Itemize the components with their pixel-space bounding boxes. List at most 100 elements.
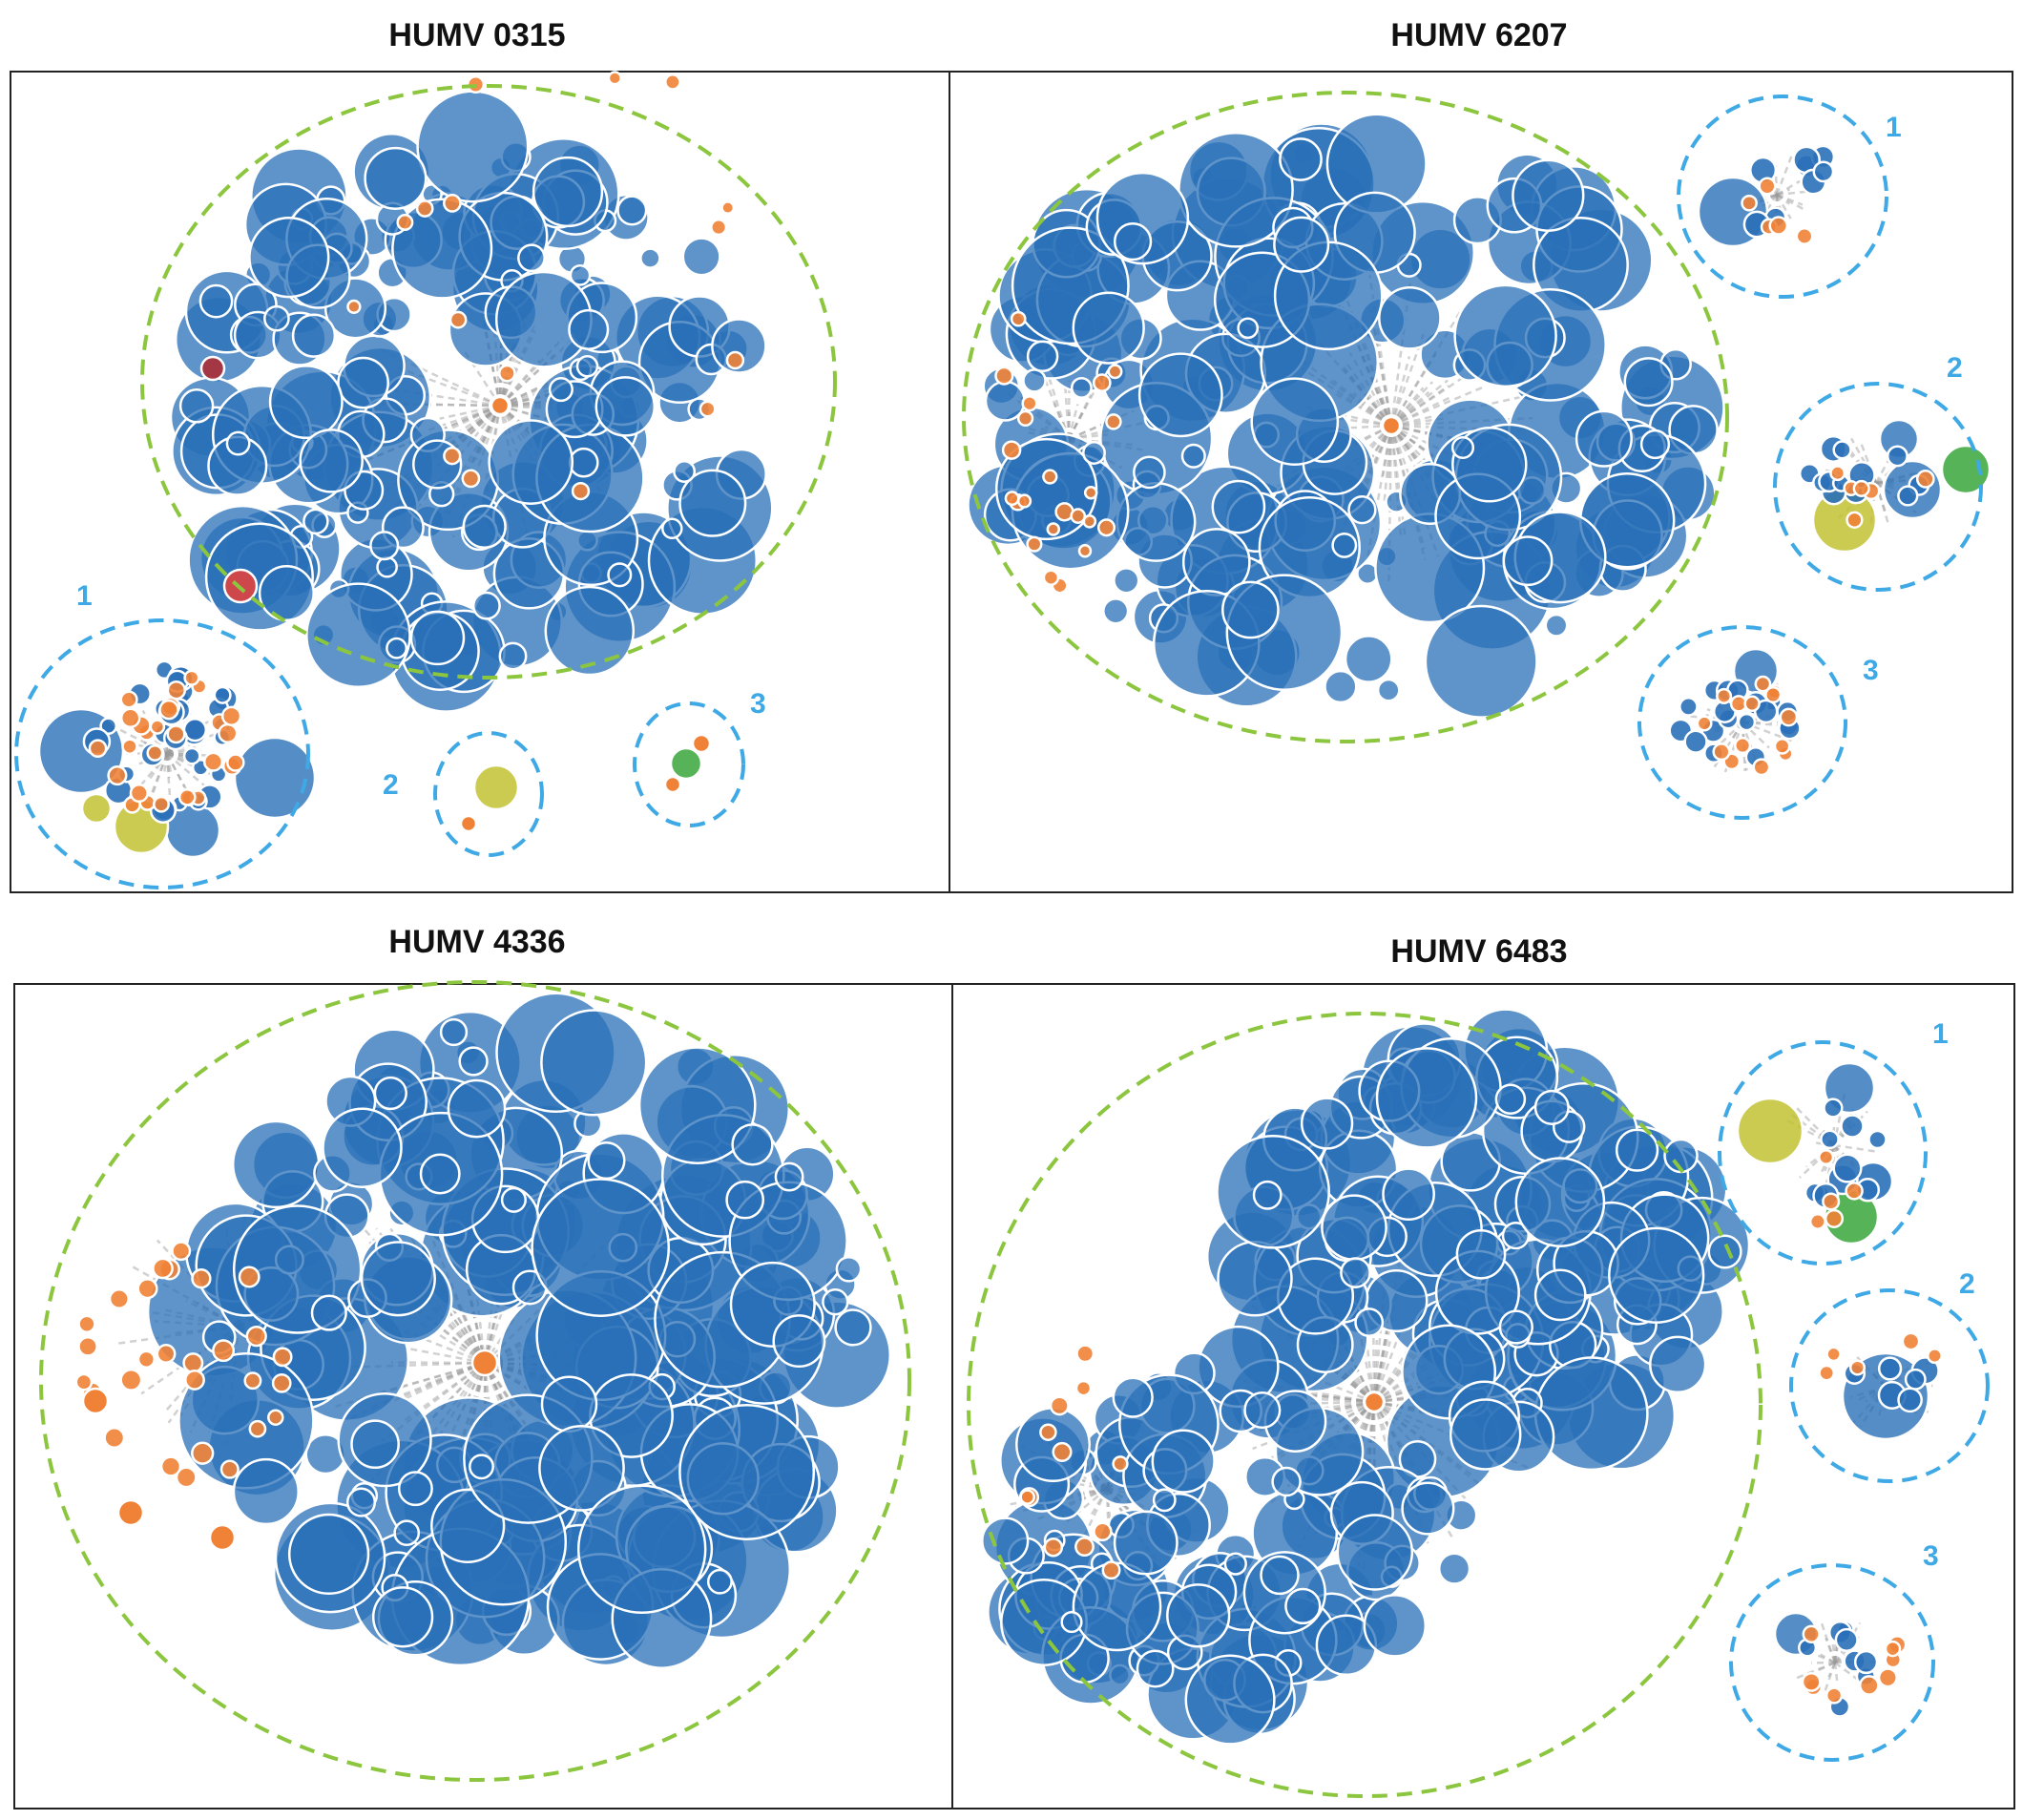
main-0315-node <box>532 156 604 228</box>
peripheral-orange-node <box>1096 518 1116 537</box>
main-4336-node <box>397 1471 433 1507</box>
network-humv-6207 <box>962 91 1992 820</box>
main-0315-node <box>409 610 466 666</box>
main-0315-node <box>369 531 400 561</box>
main-4336-node <box>587 1141 626 1181</box>
orange-node <box>1845 1182 1864 1201</box>
peripheral-orange-node <box>1092 373 1112 392</box>
node <box>1897 1387 1923 1413</box>
main-0315-node <box>225 430 251 456</box>
main-6483-bottom-node <box>1336 1514 1414 1591</box>
hub-node <box>470 1349 499 1377</box>
peripheral-orange-node <box>171 1241 192 1262</box>
main-6483-bottom-node <box>1260 1555 1300 1596</box>
panel-title-humv-0315: HUMV 0315 <box>388 17 566 53</box>
main-0315-node <box>616 195 648 226</box>
main-6207-node <box>1102 597 1130 625</box>
cluster-label-0315-3: 3 <box>750 688 766 720</box>
main-4336-node <box>447 1078 507 1139</box>
main-6483-bottom-node <box>1136 1649 1175 1688</box>
orange-node <box>663 775 682 794</box>
orange-node <box>119 690 138 709</box>
panel-title-humv-6207: HUMV 6207 <box>1390 17 1568 53</box>
red-node <box>199 355 226 382</box>
main-6207-node <box>1113 567 1140 595</box>
peripheral-orange-node <box>182 1352 204 1374</box>
main-4336-node <box>538 1425 625 1512</box>
main-0315-node <box>711 318 767 374</box>
yellow-node <box>1736 1097 1804 1165</box>
node <box>1832 440 1852 460</box>
orange-node <box>121 738 138 755</box>
orange-node <box>1754 675 1772 693</box>
main-0315-node <box>673 460 697 483</box>
orange-node <box>116 1498 145 1527</box>
peripheral-orange-node <box>1074 1379 1093 1397</box>
main-6483-bottom-node <box>1112 1376 1154 1418</box>
main-6483-top-node <box>1533 1089 1570 1125</box>
peripheral-orange-node <box>156 1344 177 1364</box>
main-cluster-outline <box>962 91 1729 743</box>
peripheral-orange-node <box>1019 1489 1035 1505</box>
main-6207-node <box>1324 669 1358 704</box>
main-0315-node <box>302 508 329 535</box>
hub-node <box>1363 1391 1386 1413</box>
main-6483-bottom-node <box>1184 1654 1276 1746</box>
peripheral-orange-node <box>272 1347 293 1368</box>
hub-node <box>1381 415 1402 436</box>
peripheral-orange-node <box>74 1372 94 1391</box>
main-0315-node <box>661 517 683 540</box>
main-6207-node <box>1221 580 1280 639</box>
main-4336-node <box>322 1107 403 1188</box>
orange-node <box>1764 685 1783 704</box>
orange-node <box>1773 738 1791 755</box>
peripheral-orange-node <box>1070 508 1087 524</box>
subcluster-2-outline <box>1789 1288 1990 1483</box>
peripheral-orange-node <box>77 1314 96 1333</box>
main-6483-bottom-node <box>1243 1391 1282 1430</box>
cluster-label-0315-1: 1 <box>76 580 93 612</box>
orange-node <box>149 719 166 735</box>
main-6207-node <box>1082 441 1106 465</box>
hub-node <box>490 395 511 416</box>
main-6207-node <box>1211 479 1266 534</box>
main-6207-node <box>1116 481 1197 562</box>
cluster-label-0315-2: 2 <box>383 769 399 801</box>
subcluster-3-outline <box>633 701 745 827</box>
peripheral-orange-node <box>396 214 414 231</box>
main-6483-top-node <box>1375 1047 1478 1149</box>
subcluster-2-outline <box>433 731 544 857</box>
main-6483-top-node <box>1533 1356 1649 1472</box>
orange-node <box>1825 1346 1842 1363</box>
peripheral-orange-node <box>461 469 481 489</box>
main-4336-node <box>345 1487 377 1517</box>
network-humv-0315 <box>14 71 837 889</box>
main-0315-node <box>548 377 574 403</box>
network-humv-6483 <box>967 1008 1990 1798</box>
peripheral-orange-node <box>1046 522 1061 536</box>
main-0315-node <box>291 313 337 358</box>
main-6207-node <box>1502 535 1554 587</box>
peripheral-orange-node <box>664 73 681 91</box>
main-0315-node <box>337 356 389 409</box>
main-6207-node <box>1376 678 1401 702</box>
node <box>1897 485 1919 507</box>
peripheral-orange-node <box>152 1257 174 1280</box>
subcluster-1-outline <box>1677 94 1888 299</box>
main-4336-node <box>371 1586 434 1648</box>
main-6483-bottom-node <box>1271 1466 1302 1497</box>
node <box>1812 160 1835 183</box>
orange-node <box>1846 511 1864 529</box>
main-6207-node <box>1347 495 1377 525</box>
peripheral-orange-node <box>136 1349 156 1369</box>
main-6207-node <box>1133 455 1166 490</box>
orange-node <box>1752 758 1771 777</box>
orange-node <box>1818 1364 1836 1382</box>
orange-node <box>177 787 197 806</box>
network-humv-4336 <box>39 980 911 1782</box>
main-4336-node <box>232 1457 300 1526</box>
orange-node <box>81 1387 110 1415</box>
orange-node <box>146 743 164 762</box>
orange-node <box>88 739 108 759</box>
peripheral-orange-node <box>1074 1537 1095 1558</box>
